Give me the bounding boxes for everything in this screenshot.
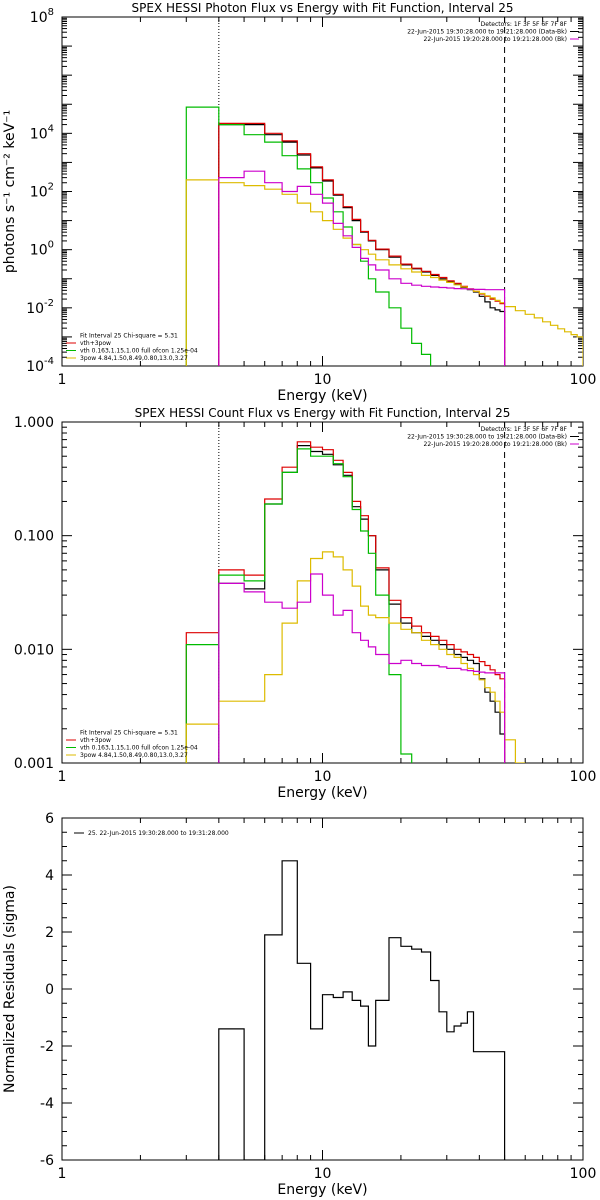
x-axis-label: Energy (keV) <box>277 1182 367 1198</box>
y-tick-exponent: 2 <box>48 182 54 193</box>
y-tick-label: 0 <box>45 982 54 998</box>
x-tick-label: 1 <box>58 372 67 388</box>
y-tick-base: 10 <box>26 301 44 317</box>
legend-top-right-text: 22-Jun-2015 19:30:28.000 to 19:21:28.000… <box>407 434 567 441</box>
y-tick-label: 0.001 <box>14 756 54 772</box>
y-tick-exponent: -2 <box>44 298 54 309</box>
x-tick-label: 1 <box>58 1166 67 1182</box>
legend-top-right-text: Detectors: 1F 3F 5F 6F 7F 8F <box>481 426 568 433</box>
y-tick-label: 100 <box>30 240 54 259</box>
series-bk-line <box>218 573 506 763</box>
y-tick-label: 108 <box>30 7 54 26</box>
y-tick-base: 10 <box>30 185 48 201</box>
y-tick-label: 102 <box>30 182 54 201</box>
legend-bottom-left-text: vth+3pow <box>80 340 111 347</box>
series-vth-line <box>185 106 432 366</box>
legend-bottom-left-text: vth+3pow <box>80 737 111 744</box>
legend-bottom-left-text: vth 0.163,1.15,1.00 full ofcon 1.25e-04 <box>80 348 198 355</box>
legend-bottom-left-text: 3pow 4.84,1.50,8.49,0.80,13.0,3.27 <box>80 355 188 362</box>
series-vth-3pow-line <box>218 122 506 366</box>
y-axis-label: photons s⁻¹ cm⁻² keV⁻¹ <box>2 110 18 273</box>
residuals-panel: 1 10 100 -6 -4 -2 0 2 4 6 Energy (keV) Normalized R… <box>2 811 596 1198</box>
y-tick-base: 10 <box>30 10 48 26</box>
series-bk-line <box>218 170 506 366</box>
x-tick-label: 100 <box>570 1166 597 1182</box>
series-residuals-line <box>218 860 506 1160</box>
series-3pow-line <box>185 551 526 763</box>
x-tick-label: 100 <box>570 769 597 785</box>
legend-bottom-left-text: Fit Interval 25 Chi-square = 5.31 <box>80 333 178 340</box>
y-tick-label: -2 <box>40 1039 54 1055</box>
y-tick-label: -4 <box>40 1096 54 1112</box>
x-tick-label: 10 <box>314 372 332 388</box>
series-3pow-line <box>185 179 583 366</box>
y-tick-label: 104 <box>30 123 54 142</box>
x-tick-label: 100 <box>570 372 597 388</box>
series-data-bk-line <box>218 445 506 763</box>
legend-top-right-text: 22-Jun-2015 19:20:28.000 to 19:21:28.000… <box>424 441 567 448</box>
x-tick-label: 1 <box>58 769 67 785</box>
y-tick-base: 10 <box>30 243 48 259</box>
y-tick-label: 1.000 <box>14 415 54 431</box>
y-tick-exponent: 8 <box>48 7 54 18</box>
y-tick-base: 10 <box>26 359 44 375</box>
chart-title: SPEX HESSI Photon Flux vs Energy with Fi… <box>132 1 514 15</box>
y-tick-label: 10-2 <box>26 298 54 317</box>
legend-top-right-text: 22-Jun-2015 19:20:28.000 to 19:21:28.000… <box>424 36 567 43</box>
y-tick-exponent: 4 <box>48 123 54 134</box>
series-vth-3pow-line <box>185 441 506 763</box>
y-tick-exponent: -4 <box>44 356 54 367</box>
x-axis-label: Energy (keV) <box>277 785 367 801</box>
x-axis-label: Energy (keV) <box>277 388 367 404</box>
chart-title: SPEX HESSI Count Flux vs Energy with Fit… <box>135 406 511 420</box>
legend-bottom-left-text: 3pow 4.84,1.50,8.49,0.80,13.0,3.27 <box>80 752 188 759</box>
y-tick-label: 10-4 <box>26 356 54 375</box>
y-tick-label: -6 <box>40 1153 54 1169</box>
y-tick-label: 4 <box>45 868 54 884</box>
y-axis-label: Normalized Residuals (sigma) <box>2 885 18 1093</box>
series-vth-line <box>185 448 413 763</box>
legend-bottom-left-text: vth 0.163,1.15,1.00 full ofcon 1.25e-04 <box>80 745 198 752</box>
series-data-bk-line <box>218 124 506 366</box>
legend-top-right-text: 22-Jun-2015 19:30:28.000 to 19:21:28.000… <box>407 29 567 36</box>
y-tick-label: 6 <box>45 811 54 827</box>
y-tick-label: 0.010 <box>14 642 54 658</box>
y-tick-base: 10 <box>30 126 48 142</box>
y-tick-exponent: 0 <box>48 240 54 251</box>
x-tick-label: 10 <box>314 1166 332 1182</box>
x-tick-label: 10 <box>314 769 332 785</box>
legend-top-right-text: Detectors: 1F 3F 5F 6F 7F 8F <box>481 21 568 28</box>
y-tick-label: 0.100 <box>14 529 54 545</box>
legend-top-left-text: 25. 22-Jun-2015 19:30:28.000 to 19:31:28… <box>88 830 229 837</box>
count-flux-panel: 1 10 100 0.001 0.010 0.100 1.000 SPEX HESSI Cou… <box>14 406 596 801</box>
y-tick-label: 2 <box>45 925 54 941</box>
legend-bottom-left-text: Fit Interval 25 Chi-square = 5.31 <box>80 730 178 737</box>
